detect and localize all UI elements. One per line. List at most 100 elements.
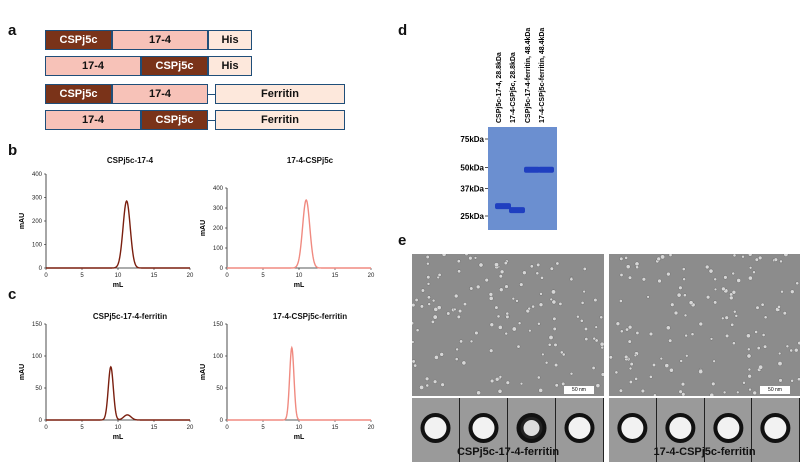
- particle: [544, 360, 549, 365]
- particle: [498, 325, 503, 330]
- particle: [436, 305, 442, 310]
- particle: [475, 284, 481, 290]
- particle: [580, 301, 585, 305]
- particle: [476, 390, 481, 396]
- x-tick-label: 15: [151, 273, 158, 279]
- particle: [552, 316, 557, 321]
- particle: [748, 254, 753, 257]
- particle: [680, 382, 686, 387]
- particle: [503, 261, 508, 266]
- particle: [659, 356, 663, 361]
- particle: [600, 372, 604, 377]
- particle: [517, 321, 522, 325]
- particle: [473, 256, 478, 260]
- particle: [516, 344, 521, 349]
- particle: [554, 383, 559, 388]
- particle: [468, 256, 473, 261]
- particle: [412, 359, 416, 364]
- particle: [709, 392, 715, 396]
- particle: [627, 339, 632, 344]
- particle: [584, 337, 589, 342]
- particle: [554, 363, 559, 368]
- particle: [549, 297, 553, 301]
- particle: [679, 359, 683, 363]
- y-tick-label: 100: [32, 354, 43, 360]
- particle: [600, 345, 604, 350]
- particle: [782, 311, 787, 316]
- y-tick-label: 100: [32, 243, 43, 249]
- marker-label: 75kDa: [460, 135, 484, 144]
- particle: [712, 359, 716, 363]
- particle: [504, 331, 508, 336]
- particle: [755, 305, 760, 310]
- particle: [552, 326, 557, 331]
- particle: [412, 340, 415, 344]
- particle: [653, 393, 657, 396]
- particle: [499, 287, 504, 292]
- particle: [425, 255, 430, 259]
- particle: [440, 382, 445, 387]
- particle: [758, 255, 763, 260]
- particle: [704, 264, 710, 270]
- x-tick-label: 20: [368, 425, 375, 431]
- x-tick-label: 0: [225, 425, 229, 431]
- particle: [555, 261, 560, 266]
- particle: [446, 311, 451, 316]
- particle: [426, 275, 431, 280]
- particle: [670, 302, 675, 307]
- construct-segment-ferritin: Ferritin: [215, 84, 345, 104]
- particle: [733, 310, 737, 314]
- particle: [511, 297, 515, 301]
- class-average: [412, 398, 459, 462]
- particle: [734, 314, 739, 318]
- particle: [749, 266, 753, 270]
- particle: [619, 299, 623, 303]
- x-tick-label: 5: [80, 425, 84, 431]
- particle: [763, 344, 768, 349]
- particle: [635, 265, 639, 269]
- class-average: [656, 398, 704, 462]
- particle: [731, 271, 735, 276]
- construct-segment-17-4: 17-4: [45, 56, 141, 76]
- particle: [698, 321, 704, 327]
- chart-axes: [45, 174, 190, 269]
- particle: [746, 333, 751, 339]
- particle: [683, 293, 687, 298]
- x-tick-label: 15: [332, 273, 339, 279]
- particle: [698, 369, 704, 375]
- particle: [624, 354, 629, 360]
- particle: [441, 254, 447, 257]
- particle: [591, 366, 596, 370]
- particle: [789, 348, 793, 353]
- class-average: [704, 398, 752, 462]
- particle: [484, 278, 489, 283]
- construct-segment-17-4: 17-4: [112, 30, 208, 50]
- particle: [795, 281, 799, 286]
- particle: [756, 346, 761, 351]
- y-tick-label: 150: [32, 322, 43, 328]
- y-tick-label: 50: [216, 386, 223, 392]
- particle: [747, 347, 751, 352]
- particle: [478, 262, 484, 268]
- chart-axes: [226, 324, 371, 421]
- particle: [430, 320, 435, 324]
- particle: [619, 256, 624, 261]
- particle: [746, 353, 752, 359]
- em-caption-1: CSPj5c-17-4-ferritin: [456, 446, 560, 458]
- particle: [668, 338, 673, 343]
- particle: [454, 357, 459, 361]
- particle: [558, 302, 563, 306]
- y-tick-label: 100: [213, 246, 224, 252]
- chart-axes: [45, 324, 190, 421]
- scale-bar-label-2: 50 nm: [768, 387, 782, 393]
- particle: [498, 375, 503, 379]
- particle: [414, 298, 419, 302]
- construct-segment-17-4: 17-4: [112, 84, 208, 104]
- particle: [723, 275, 728, 280]
- sds-page-gel: 75kDa 50kDa 37kDa 25kDa CSPj5c-17-4, 28.8kDa…: [460, 28, 557, 230]
- construct-segment-his: His: [208, 30, 252, 50]
- class-average-image: [564, 413, 595, 443]
- class-averages-2: [609, 398, 800, 462]
- x-tick-label: 15: [332, 425, 339, 431]
- particle: [634, 377, 638, 381]
